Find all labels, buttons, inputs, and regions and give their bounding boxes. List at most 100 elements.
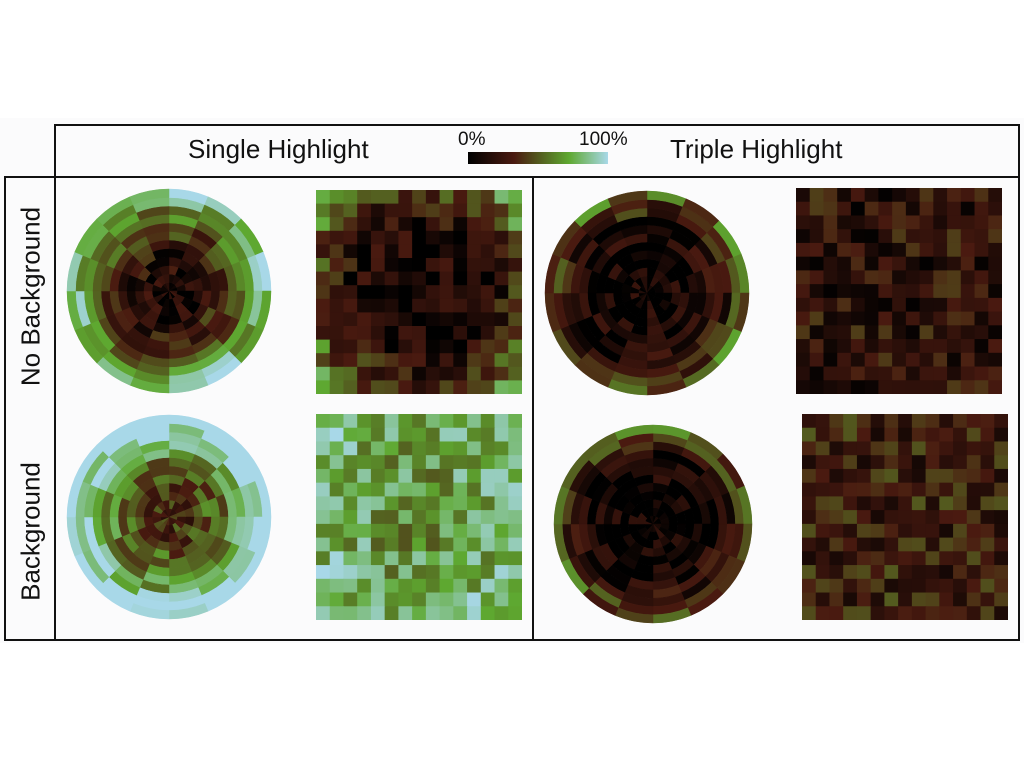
heatmap-cell	[439, 230, 454, 245]
heatmap-cell	[384, 414, 399, 429]
heatmap-cell	[878, 188, 893, 203]
heatmap-cell	[494, 537, 509, 552]
heatmap-cell	[453, 578, 468, 594]
heatmap-cell	[316, 258, 331, 273]
heatmap-cell	[892, 297, 907, 313]
heatmap-cell	[994, 565, 1008, 580]
heatmap-cell	[425, 353, 441, 368]
heatmap-cell	[398, 606, 413, 620]
heatmap-cell	[343, 190, 358, 205]
heatmap-cell	[343, 230, 358, 245]
heatmap-cell	[316, 271, 331, 286]
heatmap-cell	[966, 414, 982, 429]
heatmap-cell	[480, 285, 496, 300]
heatmap-cell	[453, 414, 468, 429]
heatmap-cell	[329, 244, 345, 259]
heatmap-cell	[974, 352, 989, 368]
heatmap-cell	[357, 468, 372, 484]
heatmap-cell	[316, 551, 331, 566]
heatmap-cell	[439, 339, 454, 354]
heatmap-cell	[815, 496, 831, 511]
heatmap-cell	[809, 188, 825, 203]
heatmap-cell	[508, 578, 522, 594]
heatmap-cell	[974, 311, 989, 326]
heatmap-cell	[911, 578, 927, 594]
heatmap-cell	[988, 311, 1002, 326]
heatmap-cell	[870, 606, 885, 620]
heatmap-cell	[905, 229, 921, 244]
heatmap-cell	[467, 326, 482, 341]
heatmap-cell	[988, 188, 1002, 203]
heatmap-cell	[467, 441, 482, 456]
heatmap-cell	[953, 551, 968, 566]
heatmap-cell	[911, 606, 927, 620]
heatmap-cell	[878, 380, 893, 394]
heatmap-cell	[939, 455, 954, 470]
heatmap-cell	[398, 190, 413, 205]
heatmap-cell	[878, 242, 893, 258]
heatmap-cell	[911, 441, 927, 456]
heatmap-cell	[939, 578, 954, 594]
heatmap-cell	[919, 311, 934, 326]
heatmap-cell	[343, 366, 358, 381]
heatmap-cell	[453, 244, 468, 259]
heatmap-cell	[994, 592, 1008, 607]
heatmap-cell	[329, 353, 345, 368]
heatmap-cell	[802, 537, 817, 552]
heatmap-cell	[343, 244, 358, 259]
heatmap-cell	[494, 353, 509, 368]
heatmap-cell	[508, 414, 522, 429]
heatmap-cell	[439, 468, 454, 484]
heatmap-cell	[988, 339, 1002, 354]
heatmap-cell	[925, 523, 940, 539]
heatmap-cell	[329, 326, 345, 341]
heatmap-cell	[370, 258, 386, 273]
heatmap-cell	[870, 592, 885, 607]
heatmap-cell	[911, 523, 927, 539]
heatmap-cell	[425, 482, 441, 497]
heatmap-cell	[508, 380, 522, 394]
heatmap-cell	[329, 427, 345, 443]
heatmap-cell	[823, 229, 838, 244]
heatmap-cell	[480, 366, 496, 381]
heatmap-cell	[384, 380, 399, 394]
heatmap-cell	[953, 565, 968, 580]
heatmap-cell	[980, 592, 995, 607]
heatmap-cell	[953, 441, 968, 456]
heatmap-cell	[439, 366, 454, 381]
heatmap-cell	[829, 455, 844, 470]
heatmap-cell	[480, 523, 496, 539]
heatmap-cell	[494, 230, 509, 245]
heatmap-cell	[905, 256, 921, 271]
heatmap-cell	[939, 523, 954, 539]
heatmap-cell	[398, 578, 413, 594]
heatmap-cell	[508, 523, 522, 539]
heatmap-cell	[905, 366, 921, 381]
heatmap-cell	[494, 414, 509, 429]
heatmap-cell	[439, 578, 454, 594]
heatmap-cell	[856, 592, 872, 607]
heatmap-cell	[453, 217, 468, 232]
heatmap-cell	[980, 482, 995, 497]
heatmap-cell	[980, 578, 995, 594]
heatmap-cell	[947, 366, 962, 381]
heatmap-cell	[884, 427, 899, 443]
heatmap-cell	[925, 414, 940, 429]
heatmap-cell	[864, 284, 879, 299]
heatmap-cell	[412, 606, 427, 620]
heatmap-cell	[878, 325, 893, 340]
heatmap-cell	[829, 510, 844, 525]
heatmap-cell	[453, 510, 468, 525]
heatmap-cell	[884, 441, 899, 456]
heatmap-cell	[829, 414, 844, 429]
heatmap-cell	[370, 326, 386, 341]
heatmap-cell	[508, 366, 522, 381]
heatmap-cell	[357, 366, 372, 381]
heatmap-cell	[925, 468, 940, 484]
heatmap-cell	[384, 366, 399, 381]
heatmap-cell	[384, 312, 399, 327]
heatmap-cell	[329, 414, 345, 429]
heatmap-cell	[823, 325, 838, 340]
heatmap-cell	[467, 578, 482, 594]
heatmap-cell	[843, 537, 858, 552]
